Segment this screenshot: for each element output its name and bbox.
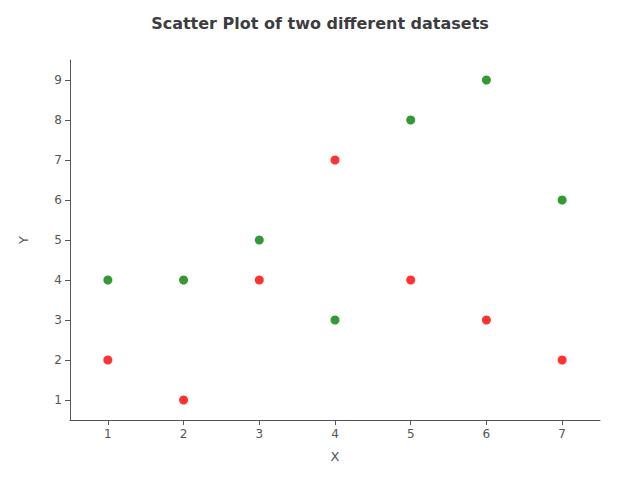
svg-text:Y: Y <box>16 236 31 245</box>
svg-text:8: 8 <box>54 113 62 127</box>
svg-text:6: 6 <box>54 193 62 207</box>
svg-text:5: 5 <box>54 233 62 247</box>
svg-text:2: 2 <box>54 353 62 367</box>
svg-text:4: 4 <box>331 427 339 441</box>
svg-text:5: 5 <box>407 427 415 441</box>
svg-text:1: 1 <box>54 393 62 407</box>
svg-text:3: 3 <box>54 313 62 327</box>
svg-text:Scatter Plot of two different: Scatter Plot of two different datasets <box>151 14 489 33</box>
svg-text:1: 1 <box>104 427 112 441</box>
svg-text:7: 7 <box>54 153 62 167</box>
svg-text:9: 9 <box>54 73 62 87</box>
svg-text:7: 7 <box>558 427 566 441</box>
svg-text:3: 3 <box>255 427 263 441</box>
svg-text:6: 6 <box>483 427 491 441</box>
svg-text:2: 2 <box>180 427 188 441</box>
svg-text:X: X <box>331 449 340 464</box>
svg-text:4: 4 <box>54 273 62 287</box>
